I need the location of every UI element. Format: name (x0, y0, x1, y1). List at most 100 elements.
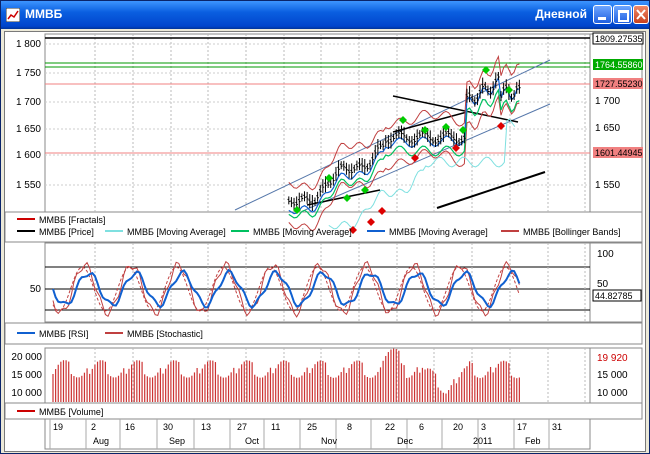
volume-bars[interactable] (52, 348, 520, 402)
month-tick: 2011 (473, 436, 492, 446)
volume-right-tick: 10 000 (597, 388, 628, 399)
chart-app-icon (6, 8, 20, 22)
right-y-tick: 1 550 (595, 180, 620, 191)
legend-stochastic[interactable]: ММВБ [Stochastic] (127, 329, 203, 339)
stochastic-signal (52, 266, 520, 312)
legend-bollinger[interactable]: ММВБ [Bollinger Bands] (523, 227, 620, 237)
month-tick: Nov (321, 436, 338, 446)
close-button[interactable] (633, 5, 649, 24)
osc-right-tick: 50 (597, 279, 609, 290)
fractal-up (399, 116, 407, 124)
tag-bg (592, 32, 644, 45)
trend-channel-upper[interactable] (234, 59, 551, 211)
month-tick: Feb (525, 436, 541, 446)
chart-canvas[interactable]: 1 800 1 750 1 700 1 650 1 600 1 550 1 70… (4, 32, 645, 451)
fractal-up (482, 66, 490, 74)
window-title: ММВБ (25, 7, 63, 21)
osc-grid (94, 243, 586, 322)
month-tick: Oct (245, 436, 260, 446)
stochastic-main (52, 260, 520, 318)
legend-fractals[interactable]: ММВБ [Fractals] (39, 215, 105, 225)
price-tags: 1809.27535 1764.55860 1727.55230 1601.44… (592, 32, 644, 158)
fractal-down (349, 226, 357, 234)
price-legend-items: ММВБ [Fractals] ММВБ [Price] ММВБ [Movin… (17, 215, 620, 237)
price-tag-high: 1809.27535 (595, 34, 643, 44)
day-tick: 16 (125, 422, 135, 432)
maximize-icon (618, 10, 629, 22)
volume-left-tick: 15 000 (11, 370, 42, 381)
price-bars[interactable] (287, 71, 521, 211)
volume-left-tick: 20 000 (11, 352, 42, 363)
fractal-up (421, 126, 429, 134)
time-axis-labels: 19 2 16 30 13 27 11 25 8 22 6 20 3 17 31 Aug Sep Oct Nov De… (49, 419, 562, 449)
title-bar[interactable]: ММВБ Дневной (1, 1, 649, 29)
price-tag-red-2: 1601.44945 (595, 148, 643, 158)
y-tick: 1 650 (16, 124, 41, 135)
osc-legend-items: ММВБ [RSI] ММВБ [Stochastic] (17, 329, 203, 339)
volume-tag-bg (593, 352, 641, 363)
fractal-down (497, 122, 505, 130)
fractal-up (505, 86, 513, 94)
minimize-button[interactable] (593, 5, 612, 24)
y-tick: 1 700 (16, 97, 41, 108)
day-tick: 31 (552, 422, 562, 432)
month-tick: Sep (169, 436, 185, 446)
fractal-down (378, 207, 386, 215)
trend-line-triangle-bottom[interactable] (392, 111, 468, 133)
legend-ma-1[interactable]: ММВБ [Moving Average] (127, 227, 226, 237)
stochastic-line[interactable] (52, 260, 520, 318)
fractal-down (452, 144, 460, 152)
legend-ma-2[interactable]: ММВБ [Moving Average] (253, 227, 352, 237)
fractal-down (411, 154, 419, 162)
month-tick: Aug (93, 436, 109, 446)
tag-bg (593, 147, 643, 158)
fractal-down (367, 218, 375, 226)
day-tick: 6 (419, 422, 424, 432)
legend-volume[interactable]: ММВБ [Volume] (39, 407, 103, 417)
day-tick: 13 (201, 422, 211, 432)
day-tick: 3 (481, 422, 486, 432)
price-legend (4, 211, 643, 243)
period-label: Дневной (535, 7, 587, 21)
chart-area[interactable]: 1 800 1 750 1 700 1 650 1 600 1 550 1 70… (4, 31, 646, 452)
fractals[interactable] (293, 66, 513, 234)
y-tick: 1 800 (16, 39, 41, 50)
maximize-button[interactable] (613, 5, 632, 24)
legend-rsi[interactable]: ММВБ [RSI] (39, 329, 88, 339)
price-y-ticks: 1 800 1 750 1 700 1 650 1 600 1 550 1 70… (16, 39, 620, 191)
day-tick: 20 (453, 422, 463, 432)
day-tick: 22 (385, 422, 395, 432)
day-tick: 2 (91, 422, 96, 432)
trend-line-black[interactable] (436, 171, 546, 209)
fractal-up (442, 123, 450, 131)
legend-ma-3[interactable]: ММВБ [Moving Average] (389, 227, 488, 237)
trend-channel-lower[interactable] (304, 103, 551, 211)
rsi-line[interactable] (52, 268, 521, 310)
fractal-up (343, 194, 351, 202)
ma-line-cyan (328, 118, 516, 230)
legend-price[interactable]: ММВБ [Price] (39, 227, 94, 237)
bollinger-lower (288, 94, 520, 232)
osc-legend (4, 322, 643, 345)
fractal-up (293, 206, 301, 214)
trend-line-triangle-top[interactable] (392, 95, 519, 123)
day-tick: 11 (271, 422, 280, 432)
osc-tag-bg (592, 289, 642, 302)
time-axis (44, 418, 591, 450)
fractal-up (459, 126, 467, 134)
day-tick: 17 (517, 422, 527, 432)
fractal-up (325, 174, 333, 182)
day-tick: 8 (347, 422, 352, 432)
day-tick: 27 (237, 422, 247, 432)
price-tag-red: 1727.55230 (595, 79, 643, 89)
osc-right-axis (589, 242, 643, 323)
y-tick: 1 550 (16, 180, 41, 191)
day-tick: 19 (53, 422, 63, 432)
osc-left-tick: 50 (30, 284, 42, 295)
day-tick: 30 (163, 422, 173, 432)
osc-right-tick: 100 (597, 249, 614, 260)
price-tag-green: 1764.55860 (595, 60, 643, 70)
price-grid (45, 34, 590, 212)
tag-bg (593, 78, 643, 89)
